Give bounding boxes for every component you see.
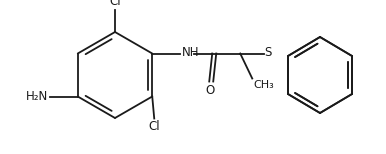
- Text: Cl: Cl: [109, 0, 121, 8]
- Text: S: S: [264, 46, 272, 59]
- Text: H₂N: H₂N: [25, 90, 48, 103]
- Text: O: O: [206, 85, 215, 97]
- Text: CH₃: CH₃: [253, 81, 274, 91]
- Text: NH: NH: [182, 46, 200, 59]
- Text: Cl: Cl: [149, 120, 160, 134]
